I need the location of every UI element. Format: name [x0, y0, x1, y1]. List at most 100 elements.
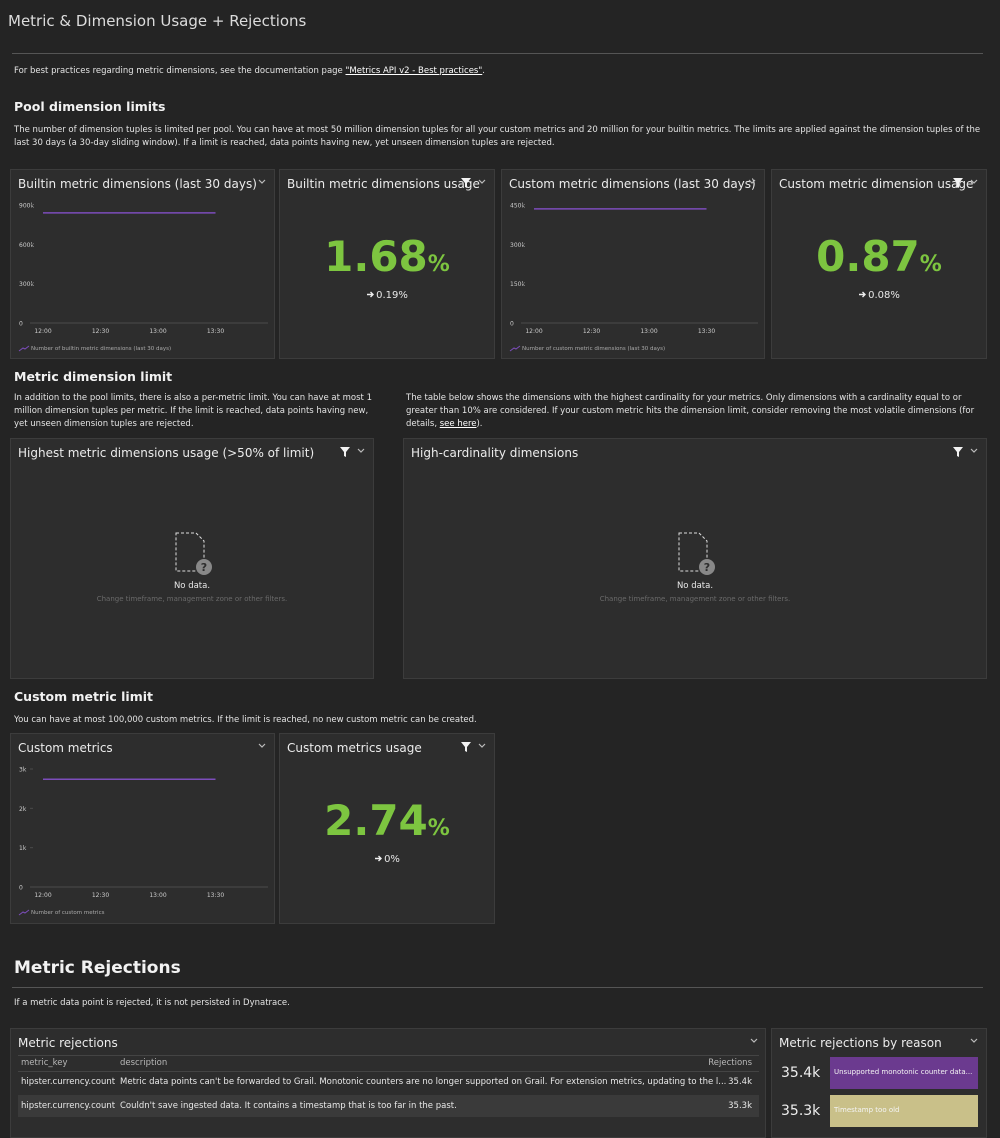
chevron-shape [970, 448, 978, 453]
y-tick-label: 450k [510, 203, 525, 210]
reason-label: Timestamp too old [834, 1106, 900, 1114]
x-tick-label: 12:00 [525, 328, 542, 335]
empty-tile: High-cardinality dimensions? No data. Chan… [403, 438, 987, 679]
unit: % [919, 252, 942, 277]
help-mark: ? [201, 561, 207, 574]
help-mark: ? [704, 561, 710, 574]
legend-label: Number of builtin metric dimensions (las… [31, 346, 171, 352]
value: 2.74 [324, 796, 428, 845]
no-data-hint: Change timeframe, management zone or oth… [96, 595, 288, 603]
tile-title: Custom metric dimensions (last 30 days) [509, 177, 756, 191]
chevron[interactable] [257, 177, 267, 187]
single-value: 2.74% [280, 796, 494, 845]
filter-icon[interactable] [460, 177, 472, 189]
x-tick-label: 12:30 [92, 892, 109, 899]
x-tick-label: 13:30 [698, 328, 715, 335]
column-header: metric_key [21, 1058, 68, 1068]
y-tick-label: 300k [510, 242, 525, 249]
tile-title: Metric rejections by reason [779, 1036, 942, 1050]
y-tick-label: 1k [19, 845, 27, 852]
tile-title: Metric rejections [18, 1036, 118, 1050]
chevron[interactable] [257, 741, 267, 751]
trend-value: 0% [384, 854, 400, 865]
trend: 0% [280, 854, 494, 865]
divider [12, 987, 983, 988]
chevron-shape [258, 743, 266, 748]
cell: hipster.currency.count [21, 1101, 116, 1111]
filter-icon[interactable] [339, 446, 351, 458]
no-data-icon: ? [175, 532, 212, 575]
unit: % [427, 816, 450, 841]
text: The table below shows the dimensions wit… [406, 393, 975, 429]
single-value: 1.68% [280, 232, 494, 281]
single-value: 0.87% [772, 232, 986, 281]
section-text: You can have at most 100,000 custom metr… [14, 715, 477, 725]
value: 1.68 [324, 232, 428, 281]
filter-icon[interactable] [460, 741, 472, 753]
text-suffix: ). [476, 419, 483, 429]
chevron[interactable] [477, 741, 487, 751]
tile-title: Builtin metric dimensions usage [287, 177, 480, 191]
unit: % [427, 252, 450, 277]
divider [18, 1071, 759, 1072]
chevron-shape [478, 179, 486, 184]
filter-shape [461, 742, 471, 752]
tile-title: Highest metric dimensions usage (>50% of… [18, 446, 315, 460]
arrow-shape [367, 291, 375, 298]
y-tick-label: 0 [19, 321, 23, 328]
y-tick-label: 600k [19, 242, 34, 249]
trend-arrow [375, 855, 383, 862]
chevron-shape [357, 448, 365, 453]
divider [18, 1055, 759, 1056]
chart-tile: Custom metrics 0 1k 2k 3k 12:00 12:30 13:00 13:3… [10, 733, 275, 924]
item-value: 35.3k [781, 1103, 821, 1119]
chevron[interactable] [969, 1036, 979, 1046]
no-data-text: No data. [676, 581, 714, 591]
chevron[interactable] [747, 177, 757, 187]
reason-label: Unsupported monotonic counter data... [834, 1068, 973, 1076]
line-chart: 0 150k 300k 450k 12:00 12:30 13:00 13:30 Number … [509, 203, 758, 352]
chevron[interactable] [749, 1036, 759, 1046]
chevron[interactable] [969, 446, 979, 456]
table-tile: Metric rejections metric_key description… [10, 1028, 766, 1138]
chevron-shape [478, 743, 486, 748]
x-tick-label: 12:00 [34, 328, 51, 335]
chevron-shape [748, 179, 756, 184]
filter-icon[interactable] [952, 177, 964, 189]
help-circle [196, 559, 212, 575]
help-circle [699, 559, 715, 575]
section-heading: Metric Rejections [14, 958, 181, 978]
filter-shape [461, 178, 471, 188]
y-tick-label: 0 [19, 885, 23, 892]
section-heading: Pool dimension limits [14, 99, 166, 114]
x-tick-label: 12:30 [92, 328, 109, 335]
doc-outline [678, 532, 708, 572]
y-tick-label: 150k [510, 281, 525, 288]
section-heading: Metric dimension limit [14, 369, 173, 384]
filter-icon[interactable] [952, 446, 964, 458]
tile-title: Builtin metric dimensions (last 30 days) [18, 177, 257, 191]
doc-link[interactable]: "Metrics API v2 - Best practices" [345, 66, 483, 76]
details-link[interactable]: see here [439, 419, 477, 429]
trend-value: 0.19% [376, 290, 408, 301]
no-data-text: No data. [173, 581, 211, 591]
cell: 35.3k [728, 1101, 752, 1111]
chart-tile: Builtin metric dimensions (last 30 days)… [10, 169, 275, 359]
chevron[interactable] [356, 446, 366, 456]
cell: hipster.currency.count [21, 1077, 116, 1087]
chevron[interactable] [477, 177, 487, 187]
section-text: The table below shows the dimensions wit… [406, 392, 988, 431]
section-text: If a metric data point is rejected, it i… [14, 998, 290, 1008]
tile-title: Custom metrics usage [287, 741, 422, 755]
single-value-tile: Builtin metric dimensions usage 1.68% 0.19… [279, 169, 495, 359]
column-header: description [120, 1058, 168, 1068]
chevron[interactable] [969, 177, 979, 187]
item-value: 35.4k [781, 1065, 821, 1081]
tile-title: Custom metrics [18, 741, 113, 755]
legend-label: Number of custom metric dimensions (last… [522, 346, 665, 352]
chevron-shape [258, 179, 266, 184]
value: 0.87 [816, 232, 920, 281]
doc-outline [175, 532, 205, 572]
trend: 0.08% [772, 290, 986, 301]
